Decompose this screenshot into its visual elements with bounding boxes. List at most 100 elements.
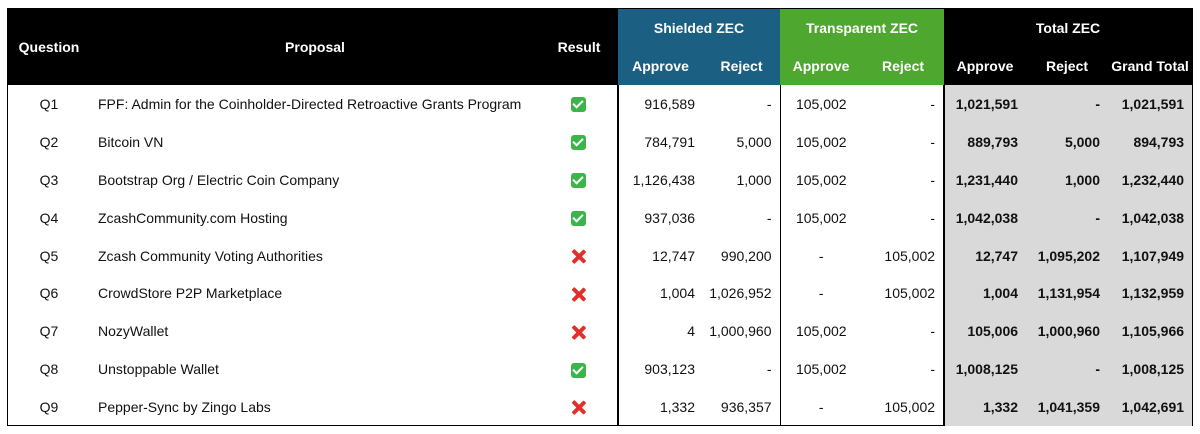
transparent-reject: - (930, 323, 936, 340)
result-cell (540, 161, 618, 199)
shielded-approve: 1,332 (617, 388, 703, 427)
result-cell (540, 388, 618, 426)
transparent-approve: - (779, 388, 863, 427)
header-transparent-approve: Approve (780, 47, 863, 85)
results-table-container: Question Proposal Result Shielded ZEC Tr… (7, 8, 1193, 427)
transparent-approve: 105,002 (779, 160, 863, 199)
transparent-approve: 105,002 (779, 122, 863, 161)
proposal-name: Bitcoin VN (98, 133, 164, 150)
question-id: Q5 (39, 247, 59, 264)
header-grand-total: Grand Total (1108, 47, 1193, 85)
table-row: Q5 Zcash Community Voting Authorities 12… (8, 236, 1193, 275)
question-id: Q8 (39, 361, 59, 378)
table-row: Q7 NozyWallet 4 1,000,960 105,002 - 105,… (8, 312, 1193, 351)
shielded-reject: 990,200 (720, 247, 772, 264)
transparent-approve: - (779, 274, 863, 313)
grand-total: 1,232,440 (1108, 160, 1193, 199)
total-approve: 105,006 (943, 312, 1027, 351)
total-approve: 889,793 (943, 122, 1027, 161)
header-proposal: Proposal (90, 9, 540, 85)
check-icon (571, 135, 586, 151)
proposal-name: Unstoppable Wallet (98, 361, 219, 378)
shielded-approve: 784,791 (617, 122, 703, 161)
header-shielded-zec: Shielded ZEC (618, 9, 781, 47)
transparent-reject: 105,002 (884, 285, 936, 302)
question-id: Q6 (39, 285, 59, 302)
total-approve: 1,021,591 (943, 85, 1027, 123)
table-row: Q6 CrowdStore P2P Marketplace 1,004 1,02… (8, 274, 1193, 313)
question-id: Q9 (39, 399, 59, 416)
grand-total: 1,107,949 (1108, 236, 1193, 275)
total-reject: - (1026, 350, 1109, 389)
result-cell (540, 350, 618, 388)
total-approve: 1,332 (943, 388, 1027, 427)
result-cell (540, 312, 618, 350)
transparent-approve: - (779, 236, 863, 275)
grand-total: 894,793 (1108, 122, 1193, 161)
header-result: Result (540, 9, 618, 85)
grand-total: 1,021,591 (1108, 85, 1193, 123)
total-reject: - (1026, 198, 1109, 237)
result-cell (540, 199, 618, 237)
result-cell (540, 123, 618, 161)
grand-total: 1,008,125 (1108, 350, 1193, 389)
cross-icon (571, 325, 586, 340)
shielded-reject: 1,000,960 (709, 323, 772, 340)
header-total-zec: Total ZEC (944, 9, 1193, 47)
transparent-approve: 105,002 (779, 85, 863, 123)
shielded-reject: - (766, 361, 772, 378)
question-id: Q7 (39, 323, 59, 340)
grand-total: 1,105,966 (1108, 312, 1193, 351)
transparent-reject: 105,002 (884, 247, 936, 264)
total-reject: - (1026, 85, 1109, 123)
shielded-approve: 903,123 (617, 350, 703, 389)
total-approve: 1,004 (943, 274, 1027, 313)
header-total-reject: Reject (1026, 47, 1109, 85)
grand-total: 1,042,038 (1108, 198, 1193, 237)
cross-icon (571, 249, 586, 264)
shielded-reject: - (766, 209, 772, 226)
proposal-name: Bootstrap Org / Electric Coin Company (98, 171, 340, 188)
proposal-name: NozyWallet (98, 323, 169, 340)
result-cell (540, 237, 618, 275)
shielded-reject: 1,026,952 (709, 285, 772, 302)
header-transparent-zec: Transparent ZEC (780, 9, 945, 47)
total-approve: 12,747 (943, 236, 1027, 275)
grand-total: 1,132,959 (1108, 274, 1193, 313)
check-icon (571, 97, 586, 113)
table-row: Q2 Bitcoin VN 784,791 5,000 105,002 - 88… (8, 122, 1193, 161)
proposal-name: FPF: Admin for the Coinholder-Directed R… (98, 95, 522, 112)
shielded-approve: 4 (617, 312, 703, 351)
proposal-name: CrowdStore P2P Marketplace (98, 285, 283, 302)
question-id: Q1 (39, 95, 59, 112)
check-icon (571, 173, 586, 189)
total-approve: 1,231,440 (943, 160, 1027, 199)
table-row: Q9 Pepper-Sync by Zingo Labs 1,332 936,3… (8, 388, 1193, 427)
table-row: Q1 FPF: Admin for the Coinholder-Directe… (8, 85, 1193, 123)
transparent-reject: - (930, 95, 936, 112)
transparent-reject: - (930, 361, 936, 378)
total-approve: 1,042,038 (943, 198, 1027, 237)
transparent-approve: 105,002 (779, 312, 863, 351)
question-id: Q4 (39, 209, 59, 226)
total-reject: 1,000 (1026, 160, 1109, 199)
table-row: Q4 ZcashCommunity.com Hosting 937,036 - … (8, 198, 1193, 237)
transparent-approve: 105,002 (779, 198, 863, 237)
shielded-reject: 1,000 (736, 171, 772, 188)
transparent-approve: 105,002 (779, 350, 863, 389)
header-shielded-approve: Approve (618, 47, 703, 85)
result-cell (540, 274, 618, 312)
shielded-reject: 936,357 (720, 399, 772, 416)
grand-total: 1,042,691 (1108, 388, 1193, 427)
shielded-approve: 937,036 (617, 198, 703, 237)
header-total-approve: Approve (944, 47, 1027, 85)
cross-icon (571, 287, 586, 302)
shielded-reject: 5,000 (736, 133, 772, 150)
check-icon (571, 362, 586, 378)
question-id: Q2 (39, 133, 59, 150)
transparent-reject: - (930, 171, 936, 188)
total-reject: 1,000,960 (1026, 312, 1109, 351)
transparent-reject: - (930, 209, 936, 226)
transparent-reject: 105,002 (884, 399, 936, 416)
shielded-approve: 1,004 (617, 274, 703, 313)
